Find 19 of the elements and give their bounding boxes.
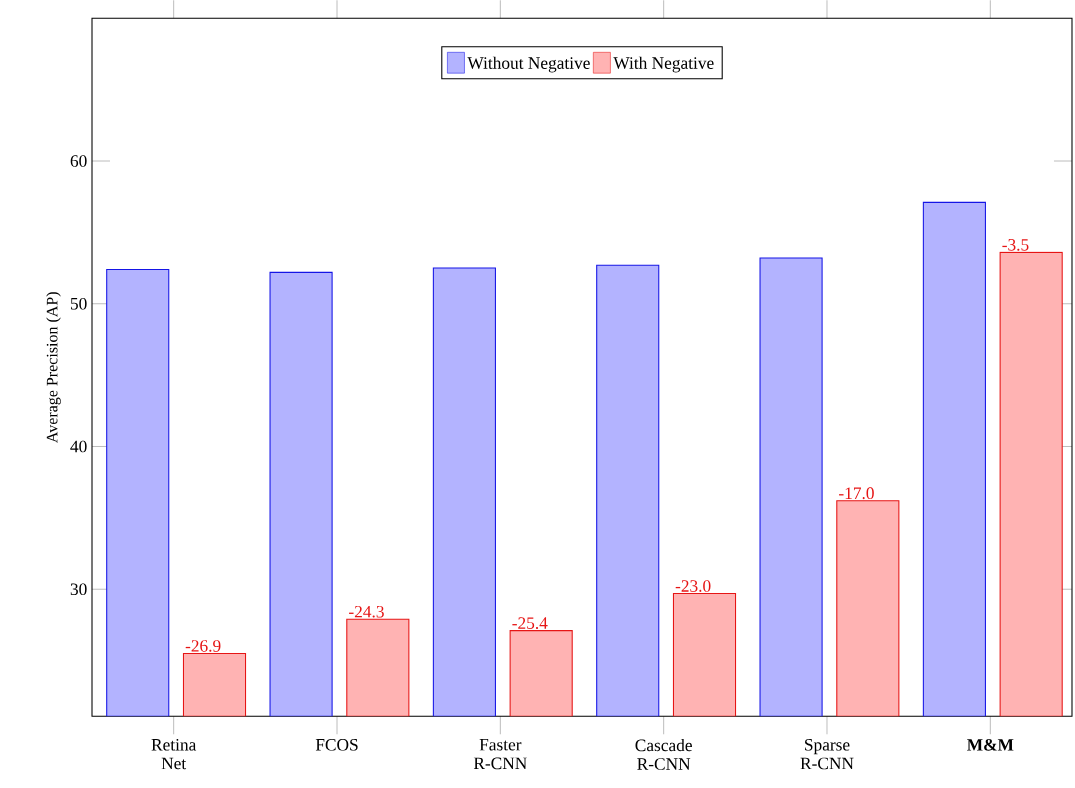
y-tick-label: 40	[70, 440, 87, 453]
annotation: -3.5	[1002, 238, 1029, 251]
y-tick-label: 30	[70, 583, 87, 595]
x-tick-label: Faster R-CNN	[473, 738, 527, 770]
legend-label: With Negative	[613, 56, 714, 73]
y-tick-label: 60	[70, 155, 87, 167]
annotation: -23.0	[675, 580, 711, 592]
x-tick-label: Cascade R-CNN	[635, 738, 692, 770]
x-tick-label: Sparse R-CNN	[800, 738, 854, 770]
x-tick-label: FCOS	[315, 738, 358, 751]
y-axis-title: Average Precision (AP)	[46, 292, 61, 443]
annotation: -17.0	[839, 487, 874, 500]
annotation: -26.9	[185, 640, 221, 652]
x-tick-label: Retina Net	[151, 738, 197, 770]
annotation: -25.4	[512, 617, 548, 629]
y-tick-label: 50	[70, 297, 87, 310]
x-tick-label: M&M	[967, 738, 1014, 751]
legend-label: Without Negative	[467, 56, 590, 73]
annotation: -24.3	[349, 605, 384, 618]
